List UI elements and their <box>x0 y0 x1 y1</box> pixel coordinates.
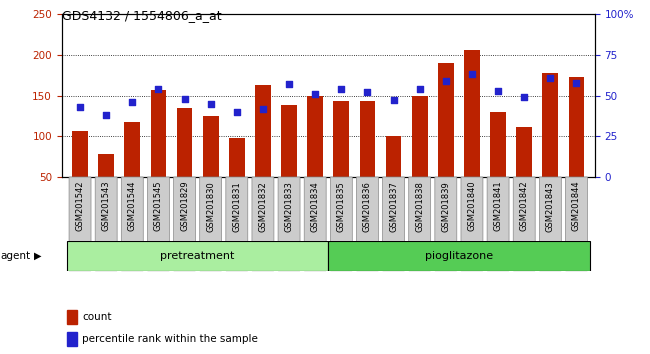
FancyBboxPatch shape <box>356 177 378 271</box>
Text: GSM201833: GSM201833 <box>285 181 294 232</box>
FancyBboxPatch shape <box>409 177 431 271</box>
Text: GSM201839: GSM201839 <box>441 181 450 232</box>
Point <box>127 99 138 105</box>
FancyBboxPatch shape <box>566 177 588 271</box>
Point <box>284 81 294 87</box>
FancyBboxPatch shape <box>69 177 91 271</box>
Bar <box>412 96 428 177</box>
Point <box>231 109 242 115</box>
Point <box>153 86 164 92</box>
Text: GSM201545: GSM201545 <box>154 181 163 231</box>
Point <box>388 98 398 103</box>
Bar <box>255 85 271 177</box>
Point <box>179 96 190 102</box>
Bar <box>464 50 480 177</box>
Point <box>467 72 477 77</box>
Text: GSM201840: GSM201840 <box>467 181 476 232</box>
Text: GSM201842: GSM201842 <box>520 181 528 232</box>
Text: percentile rank within the sample: percentile rank within the sample <box>82 334 258 344</box>
FancyBboxPatch shape <box>487 177 509 271</box>
Bar <box>307 96 323 177</box>
FancyBboxPatch shape <box>514 177 535 271</box>
FancyBboxPatch shape <box>95 177 117 271</box>
Text: GSM201830: GSM201830 <box>206 181 215 232</box>
FancyBboxPatch shape <box>148 177 170 271</box>
Text: GSM201831: GSM201831 <box>232 181 241 232</box>
Point <box>415 86 425 92</box>
FancyBboxPatch shape <box>304 177 326 271</box>
Text: GDS4132 / 1554806_a_at: GDS4132 / 1554806_a_at <box>62 9 222 22</box>
Bar <box>281 105 297 177</box>
Bar <box>516 127 532 177</box>
Bar <box>67 310 77 324</box>
Point <box>493 88 503 93</box>
Text: GSM201543: GSM201543 <box>101 181 111 232</box>
Text: GSM201843: GSM201843 <box>546 181 555 232</box>
Bar <box>333 101 349 177</box>
Text: GSM201542: GSM201542 <box>75 181 84 231</box>
Text: GSM201834: GSM201834 <box>311 181 320 232</box>
Text: pretreatment: pretreatment <box>161 251 235 261</box>
Text: ▶: ▶ <box>34 251 42 261</box>
Bar <box>67 241 328 271</box>
Bar <box>229 138 244 177</box>
Bar <box>359 101 375 177</box>
Bar <box>151 90 166 177</box>
Bar <box>569 77 584 177</box>
Point <box>519 95 529 100</box>
Point <box>441 78 451 84</box>
FancyBboxPatch shape <box>174 177 196 271</box>
FancyBboxPatch shape <box>278 177 300 271</box>
FancyBboxPatch shape <box>226 177 248 271</box>
Bar <box>385 136 402 177</box>
Text: agent: agent <box>1 251 31 261</box>
Bar <box>98 154 114 177</box>
FancyBboxPatch shape <box>461 177 483 271</box>
Bar <box>328 241 590 271</box>
Text: GSM201832: GSM201832 <box>259 181 267 232</box>
FancyBboxPatch shape <box>330 177 352 271</box>
Point <box>336 86 346 92</box>
Text: pioglitazone: pioglitazone <box>425 251 493 261</box>
Text: GSM201838: GSM201838 <box>415 181 424 232</box>
FancyBboxPatch shape <box>540 177 562 271</box>
Point <box>75 104 85 110</box>
Point <box>205 101 216 107</box>
Text: GSM201841: GSM201841 <box>493 181 502 232</box>
Bar <box>177 108 192 177</box>
Text: GSM201837: GSM201837 <box>389 181 398 232</box>
Point <box>101 112 111 118</box>
Text: GSM201836: GSM201836 <box>363 181 372 232</box>
Point <box>571 80 582 85</box>
FancyBboxPatch shape <box>435 177 457 271</box>
FancyBboxPatch shape <box>122 177 143 271</box>
Text: GSM201844: GSM201844 <box>572 181 581 232</box>
Point <box>310 91 320 97</box>
Text: count: count <box>82 312 112 322</box>
FancyBboxPatch shape <box>252 177 274 271</box>
Bar <box>67 332 77 346</box>
FancyBboxPatch shape <box>383 177 404 271</box>
Text: GSM201835: GSM201835 <box>337 181 346 232</box>
Point <box>258 106 268 112</box>
Bar <box>543 73 558 177</box>
Bar <box>438 63 454 177</box>
Bar <box>124 122 140 177</box>
Bar <box>72 131 88 177</box>
Bar <box>203 116 218 177</box>
FancyBboxPatch shape <box>200 177 222 271</box>
Text: GSM201829: GSM201829 <box>180 181 189 232</box>
Bar <box>490 112 506 177</box>
Point <box>362 90 372 95</box>
Text: GSM201544: GSM201544 <box>128 181 136 231</box>
Point <box>545 75 556 80</box>
